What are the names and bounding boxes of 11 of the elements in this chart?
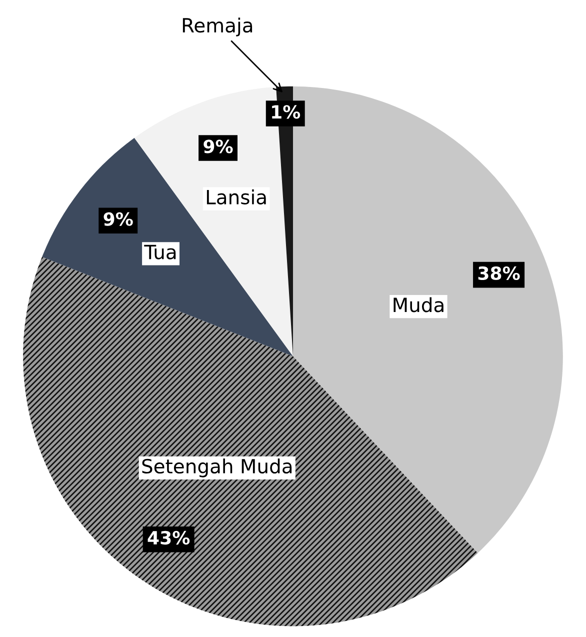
data-label: 9% bbox=[104, 212, 133, 226]
data-label: 43% bbox=[148, 530, 190, 545]
slice-label: Remaja bbox=[182, 18, 252, 36]
pie-slice bbox=[42, 138, 293, 356]
data-label: 38% bbox=[478, 266, 520, 280]
data-label: 9% bbox=[204, 140, 233, 154]
slice-label: Muda bbox=[394, 297, 444, 312]
slice-label: Tua bbox=[144, 244, 176, 260]
data-label: 1% bbox=[272, 105, 300, 119]
slice-label: Setengah Muda bbox=[142, 458, 292, 478]
slice-label: Lansia bbox=[206, 189, 266, 204]
